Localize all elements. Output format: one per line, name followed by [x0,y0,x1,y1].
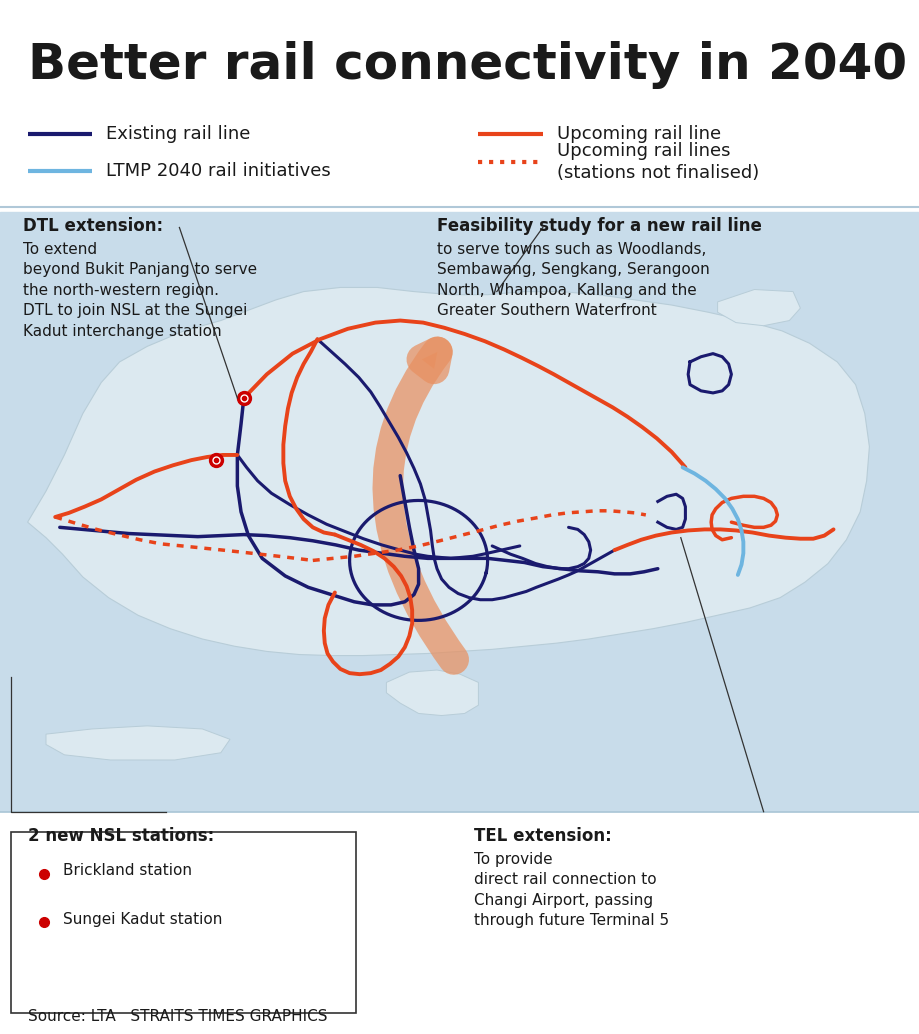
Text: Upcoming rail lines
(stations not finalised): Upcoming rail lines (stations not finali… [556,143,758,182]
Bar [11,832,356,1013]
Polygon shape [46,726,230,760]
Text: Better rail connectivity in 2040: Better rail connectivity in 2040 [28,41,906,89]
Polygon shape [386,670,478,716]
Bar [0,212,919,827]
Text: Feasibility study for a new rail line: Feasibility study for a new rail line [437,217,761,235]
Text: Source: LTA   STRAITS TIMES GRAPHICS: Source: LTA STRAITS TIMES GRAPHICS [28,1008,327,1024]
Bar [0,812,919,1034]
Text: LTMP 2040 rail initiatives: LTMP 2040 rail initiatives [106,161,330,180]
Text: Sungei Kadut station: Sungei Kadut station [62,912,221,926]
Text: Existing rail line: Existing rail line [106,125,250,144]
Text: DTL extension:: DTL extension: [23,217,163,235]
FancyArrowPatch shape [387,352,453,660]
Text: Brickland station: Brickland station [62,863,191,878]
Text: Upcoming rail line: Upcoming rail line [556,125,720,144]
Text: to serve towns such as Woodlands,
Sembawang, Sengkang, Serangoon
North, Whampoa,: to serve towns such as Woodlands, Sembaw… [437,242,709,318]
Text: TEL extension:: TEL extension: [473,827,611,845]
Polygon shape [717,290,800,326]
Text: To provide
direct rail connection to
Changi Airport, passing
through future Term: To provide direct rail connection to Cha… [473,852,668,929]
Text: 2 new NSL stations:: 2 new NSL stations: [28,827,213,845]
Text: To extend
beyond Bukit Panjang to serve
the north-western region.
DTL to join NS: To extend beyond Bukit Panjang to serve … [23,242,256,338]
Polygon shape [28,287,868,656]
